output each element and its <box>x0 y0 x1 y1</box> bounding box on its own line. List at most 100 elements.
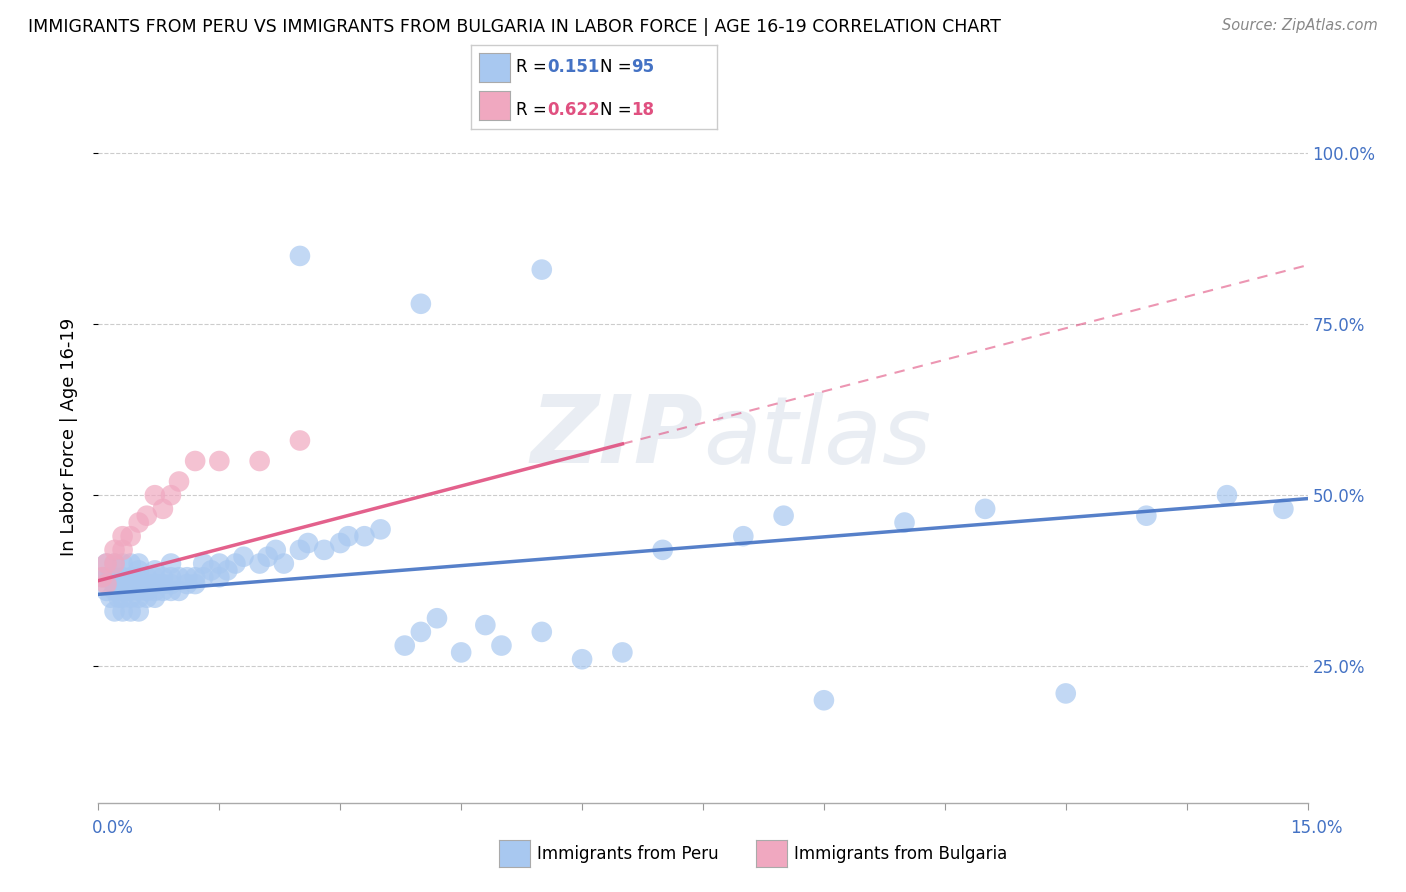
Point <box>329 536 352 550</box>
Point <box>474 618 496 632</box>
Point <box>128 516 150 530</box>
Point <box>893 516 915 530</box>
Point <box>1272 501 1295 516</box>
Point <box>160 583 183 598</box>
Point <box>152 577 174 591</box>
Point <box>111 591 134 605</box>
Point <box>128 563 150 577</box>
Point <box>200 563 222 577</box>
Point <box>120 577 142 591</box>
Point <box>167 475 190 489</box>
Point <box>128 557 150 571</box>
Text: N =: N = <box>600 101 637 119</box>
Point <box>103 570 125 584</box>
Point <box>160 488 183 502</box>
Point <box>103 542 125 557</box>
Point <box>176 570 198 584</box>
Point <box>160 577 183 591</box>
Point <box>249 557 271 571</box>
Point <box>288 542 311 557</box>
Point <box>135 583 157 598</box>
Point <box>208 454 231 468</box>
Point <box>288 434 311 448</box>
Point <box>135 577 157 591</box>
Point <box>353 529 375 543</box>
Point <box>571 652 593 666</box>
Point <box>370 522 392 536</box>
Point <box>974 501 997 516</box>
Text: 0.0%: 0.0% <box>91 819 134 837</box>
Point <box>128 591 150 605</box>
Text: ZIP: ZIP <box>530 391 703 483</box>
Point <box>143 583 166 598</box>
Point <box>128 604 150 618</box>
Point <box>184 570 207 584</box>
Point <box>772 508 794 523</box>
Point <box>111 583 134 598</box>
Point <box>491 639 513 653</box>
Point <box>120 591 142 605</box>
Text: IMMIGRANTS FROM PERU VS IMMIGRANTS FROM BULGARIA IN LABOR FORCE | AGE 16-19 CORR: IMMIGRANTS FROM PERU VS IMMIGRANTS FROM … <box>28 18 1001 36</box>
Point <box>111 604 134 618</box>
Point <box>612 645 634 659</box>
Point <box>208 570 231 584</box>
Point <box>120 570 142 584</box>
Point <box>314 542 336 557</box>
Point <box>120 604 142 618</box>
Point <box>120 529 142 543</box>
Point <box>409 297 432 311</box>
Point <box>120 557 142 571</box>
Text: Immigrants from Bulgaria: Immigrants from Bulgaria <box>794 845 1008 863</box>
Point <box>128 570 150 584</box>
Point <box>426 611 449 625</box>
Text: 18: 18 <box>631 101 654 119</box>
Text: Immigrants from Peru: Immigrants from Peru <box>537 845 718 863</box>
Text: 95: 95 <box>631 58 654 76</box>
Point <box>530 262 553 277</box>
Point <box>394 639 416 653</box>
Point <box>733 529 755 543</box>
Point <box>224 557 246 571</box>
Text: 15.0%: 15.0% <box>1291 819 1343 837</box>
Point <box>217 563 239 577</box>
Point <box>91 570 114 584</box>
Text: 0.151: 0.151 <box>547 58 599 76</box>
Point <box>273 557 295 571</box>
Point <box>232 549 254 564</box>
Point <box>103 557 125 571</box>
Point <box>152 583 174 598</box>
Point <box>107 577 129 591</box>
Point <box>100 591 122 605</box>
Text: Source: ZipAtlas.com: Source: ZipAtlas.com <box>1222 18 1378 33</box>
Point <box>100 570 122 584</box>
Point <box>160 570 183 584</box>
Point <box>96 577 118 591</box>
Point <box>143 563 166 577</box>
Point <box>530 624 553 639</box>
Point <box>409 624 432 639</box>
Point <box>111 542 134 557</box>
Point <box>96 557 118 571</box>
Point <box>128 583 150 598</box>
Point <box>96 557 118 571</box>
Point <box>111 529 134 543</box>
Point <box>1054 686 1077 700</box>
Point <box>288 249 311 263</box>
Point <box>103 577 125 591</box>
Point <box>120 583 142 598</box>
Point <box>208 557 231 571</box>
Point <box>135 570 157 584</box>
Point <box>91 570 114 584</box>
Point <box>651 542 673 557</box>
Text: 0.622: 0.622 <box>547 101 599 119</box>
Text: R =: R = <box>516 58 553 76</box>
Point <box>143 570 166 584</box>
Point <box>107 591 129 605</box>
Point <box>184 577 207 591</box>
Point <box>193 557 215 571</box>
Point <box>193 570 215 584</box>
Point <box>103 604 125 618</box>
Point <box>813 693 835 707</box>
Point <box>167 583 190 598</box>
Point <box>111 577 134 591</box>
